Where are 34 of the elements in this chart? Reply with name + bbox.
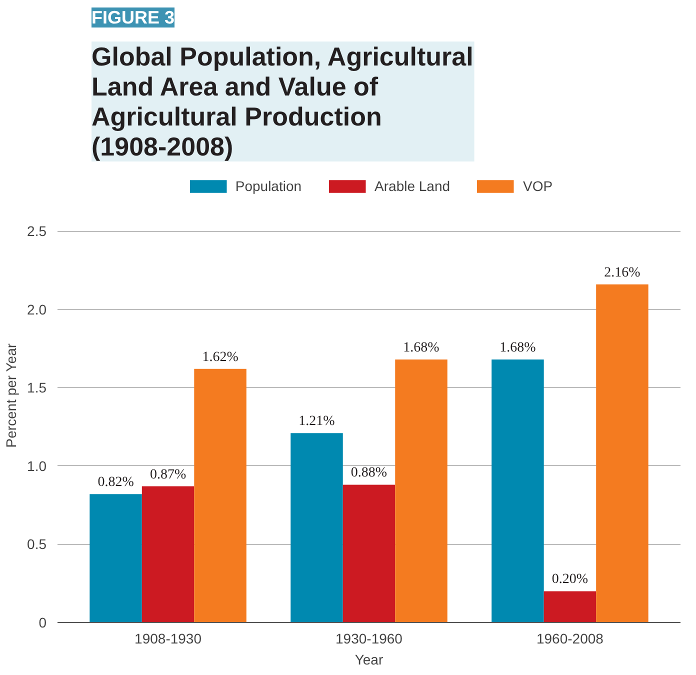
- bar: [194, 368, 246, 622]
- data-label: 0.88%: [350, 466, 388, 481]
- bar: [290, 433, 343, 622]
- y-tick-label: 1.5: [27, 380, 47, 396]
- y-tick-label: 0.5: [27, 536, 47, 552]
- y-tick-label: 1.0: [27, 458, 47, 474]
- legend-label: VOP: [523, 178, 553, 194]
- bar: [492, 359, 544, 622]
- bar: [142, 486, 194, 622]
- x-axis-title: Year: [354, 652, 384, 668]
- data-label: 0.82%: [98, 475, 134, 490]
- x-tick-label: 1960-2008: [536, 630, 604, 646]
- y-axis-title: Percent per Year: [3, 343, 20, 448]
- bar: [395, 359, 448, 622]
- y-tick-label: 2.5: [27, 223, 47, 240]
- y-tick-label: 0: [38, 614, 47, 630]
- data-label: 0.87%: [150, 467, 186, 482]
- x-tick-label: 1930-1960: [336, 630, 403, 646]
- bar: [596, 284, 648, 622]
- bar: [342, 484, 396, 622]
- data-label: 1.21%: [298, 414, 336, 430]
- x-tick-label: 1908-1930: [134, 630, 202, 646]
- data-label: 1.68%: [403, 340, 440, 356]
- legend-label: Population: [235, 178, 302, 194]
- data-label: 2.16%: [604, 265, 641, 280]
- bar: [544, 591, 596, 622]
- data-label: 1.68%: [500, 340, 536, 356]
- data-label: 1.62%: [202, 350, 239, 365]
- bar: [90, 494, 142, 622]
- chart-title: Global Population, Agricultural Land Area and Value of Agricultural Production (1908-2008): [92, 42, 474, 162]
- chart-subtitle: FIGURE 3: [92, 8, 175, 28]
- legend-label: Arable Land: [374, 178, 450, 194]
- data-label: 0.20%: [552, 572, 588, 588]
- y-tick-label: 2.0: [27, 301, 47, 318]
